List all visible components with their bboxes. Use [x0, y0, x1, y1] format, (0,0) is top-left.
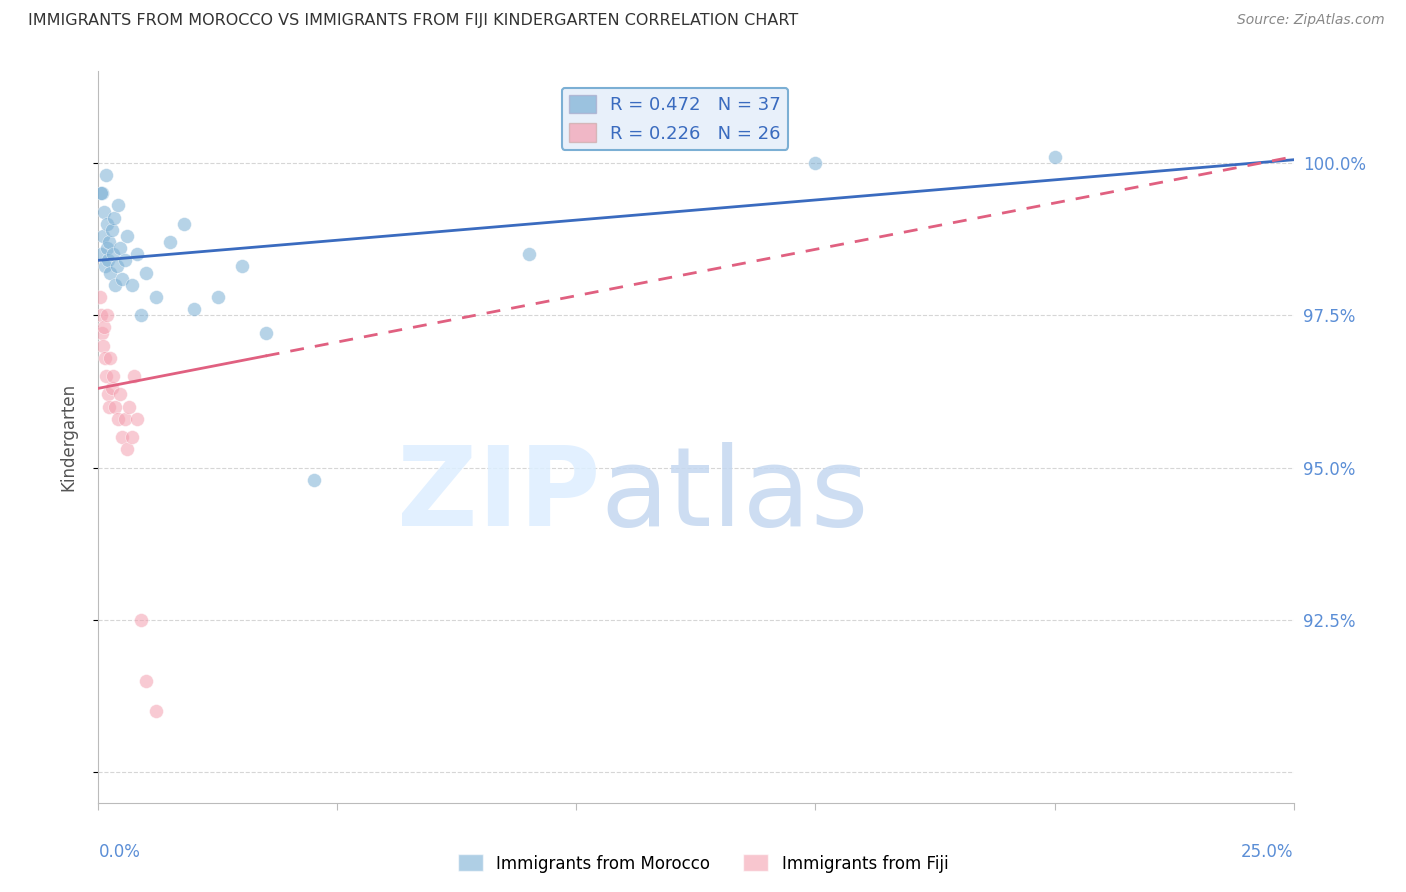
Point [96, 308, 118, 322]
Point [804, 155, 827, 169]
Legend: Immigrants from Morocco, Immigrants from Fiji: Immigrants from Morocco, Immigrants from… [451, 847, 955, 880]
Point [114, 253, 136, 268]
Point [111, 271, 134, 285]
Point [108, 387, 131, 401]
Point [104, 400, 127, 414]
Point [91, 186, 114, 201]
Text: 0.0%: 0.0% [98, 843, 141, 861]
Y-axis label: Kindergarten: Kindergarten [59, 383, 77, 491]
Point [93, 204, 115, 219]
Point [131, 308, 153, 322]
Point [108, 241, 131, 255]
Point [97, 387, 120, 401]
Point [96, 241, 118, 255]
Point [91, 339, 114, 353]
Point [97, 253, 120, 268]
Point [90, 247, 112, 261]
Point [124, 369, 146, 384]
Point [97, 400, 120, 414]
Point [517, 247, 540, 261]
Point [145, 290, 167, 304]
Point [94, 369, 117, 384]
Point [89, 290, 111, 304]
Point [94, 168, 117, 182]
Point [125, 247, 148, 261]
Point [302, 473, 325, 487]
Point [1043, 150, 1066, 164]
Point [135, 266, 157, 280]
Point [135, 673, 157, 688]
Point [101, 381, 124, 395]
Point [94, 351, 117, 365]
Point [121, 277, 143, 292]
Point [90, 308, 112, 322]
Point [114, 412, 136, 426]
Text: 25.0%: 25.0% [1241, 843, 1294, 861]
Point [103, 211, 125, 225]
Point [93, 320, 115, 334]
Point [97, 235, 120, 249]
Point [107, 412, 129, 426]
Point [111, 430, 134, 444]
Point [96, 217, 118, 231]
Point [107, 198, 129, 212]
Point [125, 412, 148, 426]
Text: atlas: atlas [600, 442, 869, 549]
Point [173, 217, 195, 231]
Point [145, 704, 167, 718]
Point [254, 326, 277, 341]
Point [101, 369, 124, 384]
Text: ZIP: ZIP [396, 442, 600, 549]
Point [101, 247, 124, 261]
Text: IMMIGRANTS FROM MOROCCO VS IMMIGRANTS FROM FIJI KINDERGARTEN CORRELATION CHART: IMMIGRANTS FROM MOROCCO VS IMMIGRANTS FR… [28, 13, 799, 29]
Point [159, 235, 181, 249]
Point [90, 186, 112, 201]
Point [118, 400, 141, 414]
Point [98, 351, 122, 365]
Point [101, 223, 124, 237]
Point [98, 266, 122, 280]
Point [115, 229, 138, 244]
Point [207, 290, 229, 304]
Point [115, 442, 138, 457]
Point [104, 277, 127, 292]
Point [183, 302, 205, 317]
Text: Source: ZipAtlas.com: Source: ZipAtlas.com [1237, 13, 1385, 28]
Point [93, 260, 115, 274]
Point [231, 260, 253, 274]
Point [91, 229, 114, 244]
Point [91, 326, 114, 341]
Point [121, 430, 143, 444]
Legend: R = 0.472   N = 37, R = 0.226   N = 26: R = 0.472 N = 37, R = 0.226 N = 26 [561, 87, 789, 150]
Point [105, 260, 128, 274]
Point [131, 613, 153, 627]
